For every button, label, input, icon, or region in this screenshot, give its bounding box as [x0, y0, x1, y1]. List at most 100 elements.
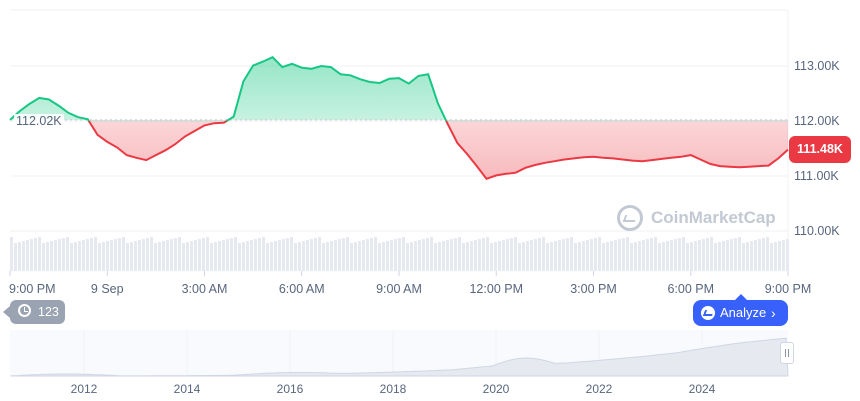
volume-bar — [634, 242, 637, 271]
volume-bar — [162, 241, 165, 271]
volume-bar — [234, 237, 237, 271]
navigator-year-label: 2012 — [71, 382, 98, 396]
volume-bar — [278, 240, 281, 271]
volume-bar — [774, 242, 777, 271]
reference-price-label: 112.02K — [14, 114, 64, 128]
volume-bar — [318, 237, 321, 271]
volume-bar — [518, 243, 521, 271]
volume-bar — [246, 241, 249, 271]
volume-bar — [34, 238, 37, 271]
volume-bar — [690, 242, 693, 271]
volume-bar — [626, 237, 629, 271]
volume-bar — [94, 237, 97, 271]
volume-bar — [718, 242, 721, 271]
volume-bar — [230, 238, 233, 271]
volume-bar — [526, 241, 529, 271]
volume-bar — [382, 242, 385, 271]
volume-bar — [714, 243, 717, 271]
volume-bar — [766, 237, 769, 271]
volume-bar — [110, 240, 113, 271]
volume-bar — [490, 243, 493, 271]
volume-bar — [698, 240, 701, 271]
navigator-year-label: 2020 — [483, 382, 510, 396]
volume-bar — [510, 238, 513, 271]
volume-bar — [366, 239, 369, 271]
volume-bar — [650, 238, 653, 271]
volume-bar — [670, 240, 673, 271]
volume-bar — [666, 241, 669, 271]
navigator-year-label: 2014 — [174, 382, 201, 396]
volume-bar — [126, 243, 129, 271]
volume-bar — [166, 240, 169, 271]
volume-bar — [62, 238, 65, 271]
navigator-drag-handle[interactable] — [780, 342, 794, 364]
volume-bar — [422, 239, 425, 271]
y-axis: 113.00K 112.00K 111.00K 110.00K — [794, 59, 840, 238]
volume-bar — [330, 241, 333, 271]
events-badge[interactable]: 123 — [3, 300, 65, 324]
history-navigator[interactable]: 2012 2014 2016 2018 2020 2022 2024 — [9, 330, 789, 396]
volume-bar — [274, 241, 277, 271]
volume-bar — [630, 243, 633, 271]
volume-bar — [598, 237, 601, 271]
volume-bar — [574, 243, 577, 271]
volume-bar — [578, 242, 581, 271]
volume-bar — [406, 243, 409, 271]
volume-bar — [26, 240, 29, 271]
analyze-button[interactable]: Analyze › — [693, 294, 788, 326]
volume-bar — [646, 239, 649, 271]
volume-bar — [154, 243, 157, 271]
navigator-history-area — [9, 337, 789, 377]
volume-bar — [386, 241, 389, 271]
volume-bar — [250, 240, 253, 271]
x-tick-label: 9 Sep — [91, 282, 124, 296]
volume-bar — [146, 238, 149, 271]
volume-bar — [142, 239, 145, 271]
volume-bar — [194, 240, 197, 271]
volume-bar — [554, 241, 557, 271]
volume-bar — [694, 241, 697, 271]
volume-bar — [410, 242, 413, 271]
volume-bar — [546, 243, 549, 271]
volume-bar — [294, 243, 297, 271]
chevron-right-icon: › — [771, 305, 776, 321]
volume-bar — [214, 242, 217, 271]
y-tick-label: 110.00K — [794, 224, 840, 238]
area-below-reference — [88, 121, 788, 179]
volume-bar — [354, 242, 357, 271]
volume-bar — [78, 241, 81, 271]
volume-bar — [322, 243, 325, 271]
volume-bar — [494, 242, 497, 271]
volume-bar — [302, 241, 305, 271]
volume-bar — [58, 239, 61, 271]
volume-bar — [586, 240, 589, 271]
volume-bar — [370, 238, 373, 271]
volume-bar — [10, 237, 13, 271]
volume-bar — [426, 238, 429, 271]
volume-bar — [358, 241, 361, 271]
volume-bar — [374, 237, 377, 271]
volume-bar — [534, 239, 537, 271]
volume-bar — [258, 238, 261, 271]
volume-bar — [398, 238, 401, 271]
volume-bar — [778, 241, 781, 271]
x-tick-label: 3:00 AM — [182, 282, 228, 296]
history-icon — [18, 304, 31, 317]
volume-bar — [238, 243, 241, 271]
navigator-year-label: 2024 — [689, 382, 716, 396]
events-count: 123 — [38, 305, 59, 319]
volume-bar — [734, 238, 737, 271]
volume-bar — [558, 240, 561, 271]
volume-bar — [754, 240, 757, 271]
volume-bar — [498, 241, 501, 271]
volume-bar — [342, 238, 345, 271]
x-tick-label: 12:00 PM — [469, 282, 523, 296]
coinmarketcap-logo-icon — [617, 205, 643, 231]
volume-bar — [746, 242, 749, 271]
volume-bar — [206, 237, 209, 271]
volume-bar — [106, 241, 109, 271]
volume-bar — [394, 239, 397, 271]
volume-bar — [202, 238, 205, 271]
volume-bar — [98, 243, 101, 271]
volume-bar — [470, 241, 473, 271]
